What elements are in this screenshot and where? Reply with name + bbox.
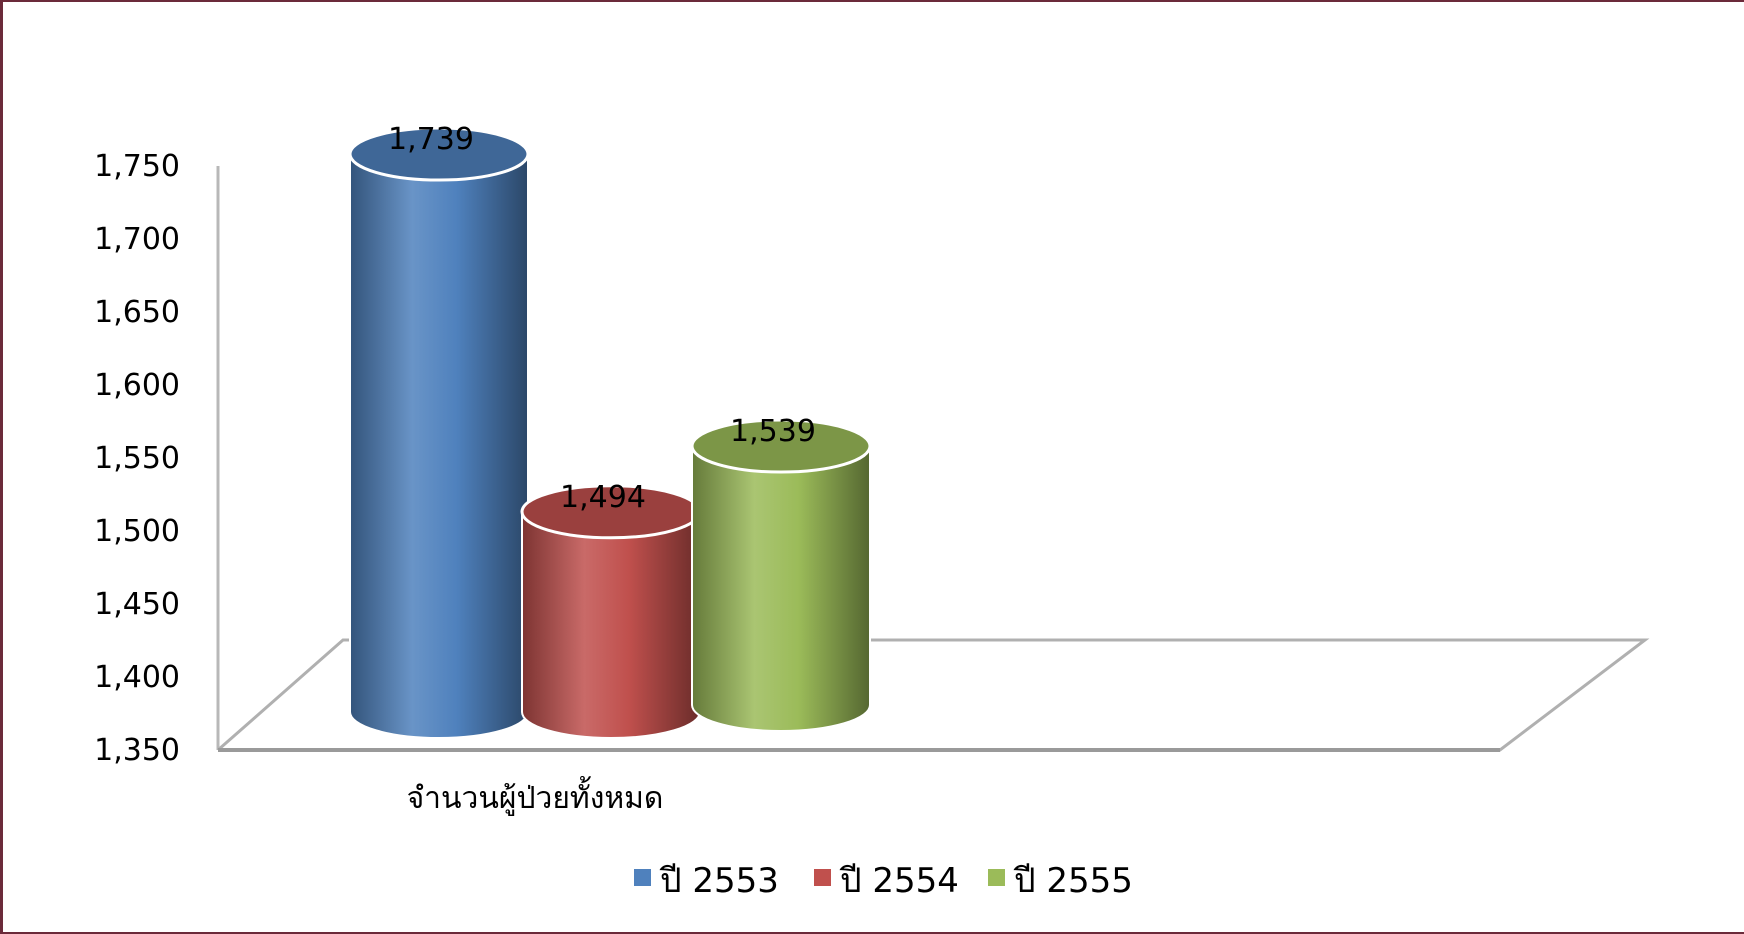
bar-top <box>348 126 530 182</box>
y-axis-ticks: 1,350 1,400 1,450 1,500 1,550 1,600 1,650 1,700… <box>94 149 180 768</box>
legend-item: ปี 2554 <box>814 861 959 901</box>
bar-top <box>690 418 872 474</box>
legend-item: ปี 2553 <box>634 861 779 901</box>
data-label: 1,539 <box>730 414 816 449</box>
legend-swatch <box>814 869 831 886</box>
legend-label: ปี 2553 <box>659 861 779 901</box>
data-labels: 1,739 1,494 1,539 <box>388 122 816 515</box>
legend-swatch <box>634 869 651 886</box>
y-tick-label: 1,650 <box>94 295 180 330</box>
bar-body <box>349 153 529 739</box>
chart-legend: ปี 2553 ปี 2554 ปี 2555 <box>634 861 1133 901</box>
y-tick-label: 1,550 <box>94 441 180 476</box>
y-tick-label: 1,700 <box>94 222 180 257</box>
bar-2 <box>520 484 702 739</box>
bar-body <box>521 510 701 739</box>
category-label: จำนวนผู้ป่วยทั้งหมด <box>407 776 664 816</box>
bar-body <box>691 445 871 732</box>
chart-bars <box>348 126 872 739</box>
legend-item: ปี 2555 <box>988 861 1133 901</box>
bar-3 <box>690 418 872 732</box>
y-tick-label: 1,500 <box>94 514 180 549</box>
legend-label: ปี 2554 <box>839 861 959 901</box>
y-tick-label: 1,750 <box>94 149 180 184</box>
y-tick-label: 1,450 <box>94 587 180 622</box>
chart-axes <box>216 166 1650 752</box>
y-tick-label: 1,600 <box>94 368 180 403</box>
y-tick-label: 1,400 <box>94 660 180 695</box>
legend-swatch <box>988 869 1005 886</box>
data-label: 1,739 <box>388 122 474 157</box>
data-label: 1,494 <box>560 480 646 515</box>
y-tick-label: 1,350 <box>94 733 180 768</box>
bar-1 <box>348 126 530 739</box>
legend-label: ปี 2555 <box>1013 861 1133 901</box>
category-axis: จำนวนผู้ป่วยทั้งหมด <box>407 776 664 816</box>
